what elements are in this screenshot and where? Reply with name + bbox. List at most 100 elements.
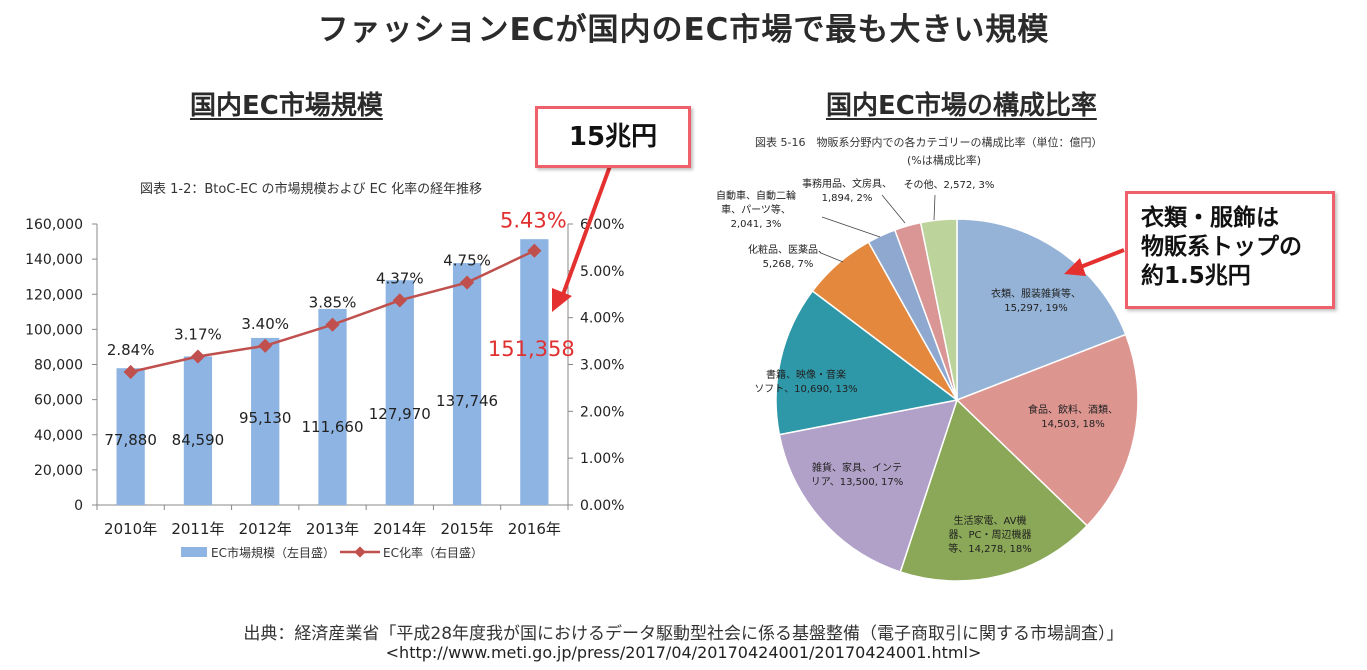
y-tick-label: 60,000 — [34, 393, 83, 409]
pie-leader-line — [821, 216, 881, 238]
ec-rate-label: 5.43% — [500, 209, 567, 233]
bar-value-label: 127,970 — [369, 405, 431, 423]
pie-slice-label-line: 15,297, 19% — [1004, 303, 1068, 314]
callout-line: 物販系トップの — [1141, 234, 1302, 260]
y2-tick-label: 0.00% — [580, 498, 624, 514]
bar-value-label: 95,130 — [239, 409, 292, 427]
y2-tick-label: 2.00% — [580, 404, 624, 420]
pie-slice-label-line: 化粧品、医薬品、 — [748, 243, 828, 256]
y-tick-label: 100,000 — [25, 322, 83, 338]
ec-rate-label: 2.84% — [107, 341, 155, 359]
y-tick-label: 80,000 — [34, 358, 83, 374]
pie-slice-label-line: リア、13,500, 17% — [811, 477, 904, 488]
bar — [318, 308, 347, 505]
pie-slice-label: その他、2,572, 3% — [904, 178, 995, 191]
pie-slice — [919, 218, 958, 401]
y-tick-label: 0 — [74, 498, 83, 514]
pie-slice-label-line: 等、14,278, 18% — [948, 542, 1032, 555]
ec-composition-title: 国内EC市場の構成比率 — [826, 91, 1097, 121]
y-tick-label: 20,000 — [34, 463, 83, 479]
ec-rate-label: 4.37% — [376, 269, 424, 287]
pie-slice-label-line: 5,268, 7% — [763, 259, 814, 270]
pie-leader-line — [820, 252, 844, 263]
pie-slice — [775, 289, 959, 436]
legend-line-marker — [354, 546, 366, 558]
source-citation: 出典：経済産業省「平成28年度我が国におけるデータ駆動型社会に係る基盤整備（電子… — [243, 624, 1124, 644]
pie-slice-label: 生活家電、AV機器、PC・周辺機器等、14,278, 18% — [948, 514, 1032, 555]
pie-slice-label-line: 2,041, 3% — [731, 219, 782, 230]
callout-line: 衣類・服飾は — [1141, 205, 1279, 231]
callout-arrow-line — [1077, 248, 1125, 270]
pie-slice-label: 書籍、映像・音楽ソフト、10,690, 13% — [754, 368, 857, 395]
ec-rate-label: 3.40% — [241, 315, 289, 333]
x-tick-label: 2014年 — [373, 520, 426, 538]
pie-slice-label-line: 書籍、映像・音楽 — [766, 368, 846, 381]
y2-tick-label: 1.00% — [580, 451, 624, 467]
callout-arrow-line — [559, 165, 612, 301]
y-tick-label: 160,000 — [25, 217, 83, 233]
y2-tick-label: 5.00% — [580, 264, 624, 280]
ec-rate-point — [527, 243, 542, 258]
bar — [116, 368, 145, 505]
bar — [520, 239, 549, 506]
pie-slice — [778, 399, 959, 573]
pie-slice-label-line: 自動車、自動二輪 — [716, 189, 796, 202]
y-tick-label: 120,000 — [25, 287, 83, 303]
x-tick-label: 2012年 — [239, 520, 292, 538]
ec-rate-label: 4.75% — [443, 252, 491, 270]
ec-rate-point — [258, 338, 273, 353]
pie-slice — [899, 398, 1089, 582]
callout-15-trillion: 15兆円 — [535, 106, 691, 168]
ec-market-size-title: 国内EC市場規模 — [190, 91, 383, 121]
pie-slice-label-line: ソフト、10,690, 13% — [754, 384, 857, 395]
pie-chart-caption: 図表 5-16 物販系分野内での各カテゴリーの構成比率（単位：億円） — [755, 136, 1103, 149]
pie-slice-label-line: 食品、飲料、酒類、 — [1028, 403, 1118, 416]
pie-leader-line — [881, 194, 906, 224]
callout-arrow-head — [552, 288, 572, 312]
pie-slice-label-line: 衣類、服装雑貨等、 — [991, 287, 1081, 300]
pie-slice-label-line: 車、パーツ等、 — [721, 203, 791, 216]
bar — [251, 337, 280, 505]
legend-bar-swatch — [181, 547, 207, 557]
callout-arrow-head — [1064, 258, 1086, 276]
pie-slice-label: 衣類、服装雑貨等、 15,297, 19% — [991, 287, 1081, 314]
x-tick-label: 2011年 — [171, 520, 224, 538]
ec-rate-point — [325, 317, 340, 332]
pie-slice-label-line: 雑貨、家具、インテ — [812, 461, 902, 474]
x-tick-label: 2015年 — [440, 520, 493, 538]
y2-tick-label: 3.00% — [580, 358, 624, 374]
pie-slice-label-line: 1,894, 2% — [822, 193, 873, 204]
bar-value-label: 137,746 — [436, 392, 498, 410]
page-title: ファッションECが国内のEC市場で最も大きい規模 — [317, 12, 1050, 48]
ec-rate-label: 3.17% — [174, 326, 222, 344]
pie-chart-caption-sub: (%は構成比率) — [907, 154, 982, 167]
ec-rate-point — [460, 275, 475, 290]
pie-leader-line — [933, 194, 936, 221]
x-tick-label: 2010年 — [104, 520, 157, 538]
pie-slice-label: 化粧品、医薬品、 5,268, 7% — [748, 243, 828, 270]
pie-slice-label: 自動車、自動二輪車、パーツ等、 2,041, 3% — [716, 189, 796, 230]
ec-rate-point — [392, 293, 407, 308]
bar-value-label: 151,358 — [488, 337, 575, 361]
pie-slice-label-line: 14,503, 18% — [1041, 419, 1105, 430]
y2-tick-label: 4.00% — [580, 311, 624, 327]
bar-value-label: 84,590 — [172, 431, 225, 449]
x-tick-label: 2013年 — [306, 520, 359, 538]
bar — [385, 280, 414, 505]
bar — [452, 263, 482, 505]
pie-slice-label-line: 生活家電、AV機 — [953, 514, 1026, 527]
pie-slice-label: 事務用品、文房具、 1,894, 2% — [802, 177, 892, 204]
pie-slice — [956, 218, 1127, 402]
legend-bar-label: EC市場規模（左目盛） — [211, 545, 335, 560]
bar-value-label: 111,660 — [301, 418, 363, 436]
ec-rate-point — [190, 349, 205, 364]
bar-chart-caption: 図表 1-2：BtoC-EC の市場規模および EC 化率の経年推移 — [140, 182, 483, 197]
pie-slice-label: 食品、飲料、酒類、 14,503, 18% — [1028, 403, 1118, 430]
y-tick-label: 140,000 — [25, 252, 83, 268]
x-tick-label: 2016年 — [508, 520, 561, 538]
y-tick-label: 40,000 — [34, 428, 83, 444]
source-url: <http://www.meti.go.jp/press/2017/04/201… — [385, 643, 982, 662]
bar-value-label: 77,880 — [104, 431, 157, 449]
legend-line-label: EC化率（右目盛） — [383, 545, 483, 560]
